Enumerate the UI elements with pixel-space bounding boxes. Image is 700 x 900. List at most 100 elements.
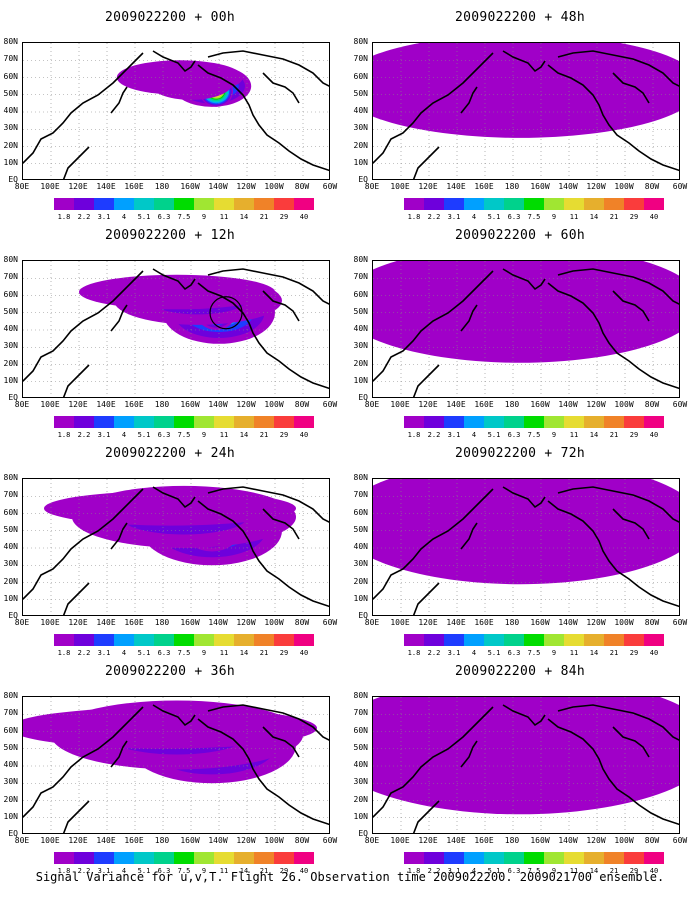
lat-tick-label: 50N <box>3 88 18 98</box>
lat-tick-label: 70N <box>3 490 18 500</box>
lon-tick-label: 140W <box>558 182 578 191</box>
colorbar-swatch <box>624 852 644 864</box>
colorbar-label: 21 <box>609 867 619 875</box>
lon-tick-label: 80W <box>644 400 660 409</box>
lat-tick-label: 30N <box>353 777 368 787</box>
colorbar-label: 3.1 <box>97 213 111 221</box>
colorbar-swatch <box>644 416 664 428</box>
lat-tick-label: 70N <box>3 272 18 282</box>
lat-tick-label: 20N <box>3 140 18 150</box>
colorbar-label: 40 <box>649 213 659 221</box>
colorbar-swatch <box>294 198 314 210</box>
colorbar-swatch <box>234 852 254 864</box>
colorbar-swatch <box>114 416 134 428</box>
colorbar-swatch <box>544 198 564 210</box>
forecast-panel: 2009022200 + 36h 80N 70N 60N 50N 40N 30N 20N 10N… <box>0 664 340 886</box>
lon-tick-label: 60W <box>672 182 688 191</box>
colorbar-label: 4 <box>121 867 127 875</box>
colorbar-swatch <box>424 198 444 210</box>
colorbar-swatch <box>624 198 644 210</box>
colorbar <box>54 416 314 428</box>
colorbar-swatch <box>174 198 194 210</box>
colorbar-label: 1.8 <box>407 649 421 657</box>
coastline <box>373 52 494 164</box>
lat-tick-label: 40N <box>3 542 18 551</box>
lon-tick-label: 160W <box>180 400 200 409</box>
coastline <box>502 704 546 727</box>
colorbar-label: 21 <box>259 431 269 439</box>
colorbar-label: 4 <box>121 213 127 221</box>
colorbar-swatch <box>214 634 234 646</box>
colorbar-swatch <box>94 416 114 428</box>
colorbar-swatch <box>524 634 544 646</box>
lon-tick-label: 80W <box>294 182 310 191</box>
lon-tick-label: 80E <box>14 836 30 845</box>
map-svg <box>23 43 329 179</box>
colorbar-swatch <box>564 852 584 864</box>
colorbar-swatch <box>174 416 194 428</box>
colorbar-label: 1.8 <box>57 867 71 875</box>
lat-tick-label: EQ <box>358 393 368 402</box>
colorbar-swatch <box>504 634 524 646</box>
lat-tick-label: 70N <box>353 54 368 64</box>
lon-tick-label: 100W <box>264 400 284 409</box>
lat-tick-label: 10N <box>3 375 18 385</box>
colorbar-swatch <box>274 416 294 428</box>
lon-tick-label: 120W <box>586 400 606 409</box>
lat-tick-label: 60N <box>353 289 368 299</box>
colorbar-swatch <box>404 416 424 428</box>
colorbar <box>54 634 314 646</box>
lon-tick-label: 80W <box>294 400 310 409</box>
colorbar-swatch <box>214 198 234 210</box>
coastline <box>23 706 144 818</box>
lon-tick-label: 160E <box>474 618 494 627</box>
lon-tick-label: 60W <box>672 618 688 627</box>
colorbar <box>404 416 664 428</box>
lon-tick-label: 80W <box>294 618 310 627</box>
lat-tick-label: 70N <box>353 490 368 500</box>
coastline <box>460 86 478 114</box>
lon-tick-label: 180 <box>504 836 520 845</box>
lon-tick-label: 160E <box>474 182 494 191</box>
coastline <box>110 86 128 114</box>
lat-tick-label: 20N <box>353 140 368 150</box>
colorbar-label: 29 <box>279 431 289 439</box>
colorbar-label: 5.1 <box>487 431 501 439</box>
colorbar-swatch <box>584 416 604 428</box>
coastline <box>612 508 650 540</box>
lon-tick-label: 140E <box>96 400 116 409</box>
lon-tick-label: 80W <box>644 182 660 191</box>
lon-tick-label: 60W <box>672 836 688 845</box>
colorbar-label: 9 <box>201 213 207 221</box>
lat-tick-label: 80N <box>3 255 18 264</box>
colorbar-label: 6.3 <box>507 431 521 439</box>
colorbar-label: 14 <box>589 649 599 657</box>
colorbar-label: 21 <box>609 431 619 439</box>
lat-tick-label: 80N <box>353 255 368 264</box>
coastline <box>197 718 329 826</box>
lat-tick-label: 70N <box>3 54 18 64</box>
colorbar-swatch <box>424 634 444 646</box>
colorbar-swatch <box>234 634 254 646</box>
variance-map <box>22 696 330 834</box>
colorbar-label: 40 <box>649 431 659 439</box>
colorbar-swatch <box>504 416 524 428</box>
lon-tick-label: 180 <box>504 182 520 191</box>
coastline <box>547 718 679 826</box>
lon-tick-label: 100E <box>40 182 60 191</box>
colorbar-swatch <box>504 198 524 210</box>
coastline <box>460 304 478 332</box>
lon-tick-label: 100E <box>390 182 410 191</box>
colorbar-label: 4 <box>471 431 477 439</box>
lon-tick-label: 140W <box>208 836 228 845</box>
colorbar-swatch <box>424 852 444 864</box>
colorbar-swatch <box>544 634 564 646</box>
colorbar-swatch <box>464 852 484 864</box>
colorbar-swatch <box>484 416 504 428</box>
coastline <box>502 50 546 73</box>
coastline <box>557 50 679 87</box>
lon-tick-label: 120E <box>68 182 88 191</box>
coastline <box>152 50 196 73</box>
map-svg <box>23 697 329 833</box>
map-svg <box>23 261 329 397</box>
